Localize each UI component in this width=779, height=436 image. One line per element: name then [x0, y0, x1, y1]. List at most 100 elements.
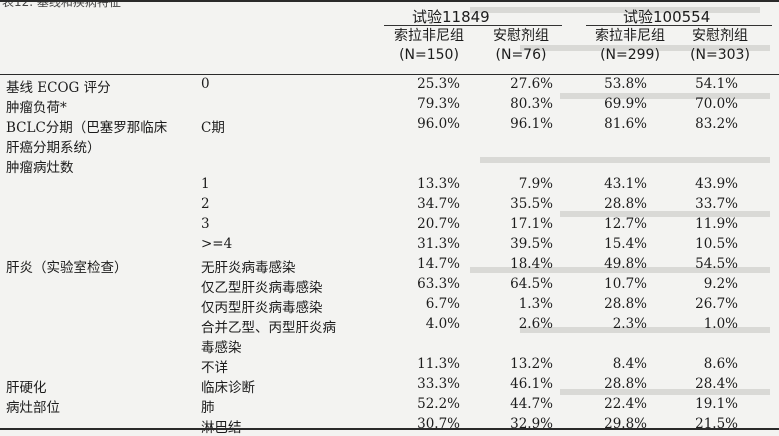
- table-cell: 28.8%: [604, 376, 647, 392]
- row-label: 病灶部位: [6, 400, 60, 416]
- row-label: 基线 ECOG 评分: [6, 80, 111, 96]
- table-cell: 35.5%: [510, 196, 553, 212]
- table-cell: 2.3%: [612, 316, 647, 332]
- column-header-100554-sorafenib: 索拉非尼组 (N=299): [584, 27, 676, 65]
- row-sublabel: C期: [201, 120, 225, 136]
- row-sublabel: 仅丙型肝炎病毒感染: [201, 300, 323, 316]
- header-rule: [0, 74, 779, 75]
- row-sublabel: 毒感染: [201, 340, 242, 356]
- row-sublabel: 不详: [201, 360, 228, 376]
- column-header-n: (N=150): [399, 47, 459, 63]
- column-header-n: (N=299): [600, 47, 660, 63]
- table-cell: 81.6%: [604, 116, 647, 132]
- table-cell: 10.5%: [695, 236, 738, 252]
- top-rule: [0, 0, 779, 2]
- table-caption: 表12. 基线和疾病特征: [2, 0, 121, 9]
- row-sublabel: 肺: [201, 400, 215, 416]
- table-cell: 15.4%: [604, 236, 647, 252]
- trial-11849-title: 试验11849: [412, 8, 490, 26]
- table-cell: 11.9%: [695, 216, 738, 232]
- trial-100554-underline: [586, 25, 772, 26]
- table-cell: 46.1%: [510, 376, 553, 392]
- table-cell: 7.9%: [518, 176, 553, 192]
- column-header-arm: 索拉非尼组: [595, 28, 665, 44]
- table-cell: 28.8%: [604, 196, 647, 212]
- table-cell: 64.5%: [510, 276, 553, 292]
- table-cell: 9.2%: [703, 276, 738, 292]
- row-label: 肝癌分期系统）: [6, 140, 101, 156]
- table-cell: 1.3%: [518, 296, 553, 312]
- table-cell: 31.3%: [417, 236, 460, 252]
- row-sublabel: 3: [201, 216, 210, 232]
- table-cell: 52.2%: [417, 396, 460, 412]
- row-label: 肝硬化: [6, 380, 47, 396]
- row-sublabel: 0: [201, 76, 210, 92]
- row-sublabel: 1: [201, 176, 210, 192]
- row-sublabel: 2: [201, 196, 210, 212]
- table-cell: 12.7%: [604, 216, 647, 232]
- row-sublabel: >=4: [201, 236, 233, 252]
- row-label: 肿瘤病灶数: [6, 160, 74, 176]
- table-cell: 49.8%: [604, 256, 647, 272]
- table-cell: 26.7%: [695, 296, 738, 312]
- table-cell: 33.3%: [417, 376, 460, 392]
- table-cell: 83.2%: [695, 116, 738, 132]
- table-cell: 79.3%: [417, 96, 460, 112]
- trial-11849-underline: [384, 25, 562, 26]
- table-cell: 54.1%: [695, 76, 738, 92]
- row-label: BCLC分期（巴塞罗那临床: [6, 120, 168, 136]
- table-cell: 13.3%: [417, 176, 460, 192]
- table-cell: 28.4%: [695, 376, 738, 392]
- table-cell: 80.3%: [510, 96, 553, 112]
- table-cell: 34.7%: [417, 196, 460, 212]
- table-cell: 4.0%: [425, 316, 460, 332]
- table-cell: 69.9%: [604, 96, 647, 112]
- table-cell: 43.1%: [604, 176, 647, 192]
- table-cell: 14.7%: [417, 256, 460, 272]
- row-label: 肝炎（实验室检查）: [6, 260, 128, 276]
- row-sublabel: 无肝炎病毒感染: [201, 260, 296, 276]
- table-cell: 20.7%: [417, 216, 460, 232]
- table-cell: 63.3%: [417, 276, 460, 292]
- column-header-arm: 安慰剂组: [692, 28, 748, 44]
- column-header-n: (N=303): [690, 47, 750, 63]
- table-cell: 8.6%: [703, 356, 738, 372]
- row-label: 肿瘤负荷*: [6, 100, 67, 116]
- row-sublabel: 合并乙型、丙型肝炎病: [201, 320, 336, 336]
- column-header-arm: 索拉非尼组: [394, 28, 464, 44]
- column-header-100554-placebo: 安慰剂组 (N=303): [674, 27, 766, 65]
- table-cell: 6.7%: [425, 296, 460, 312]
- column-header-11849-sorafenib: 索拉非尼组 (N=150): [383, 27, 475, 65]
- table-cell: 19.1%: [695, 396, 738, 412]
- table-cell: 13.2%: [510, 356, 553, 372]
- column-header-11849-placebo: 安慰剂组 (N=76): [475, 27, 567, 65]
- table-cell: 53.8%: [604, 76, 647, 92]
- table-cell: 17.1%: [510, 216, 553, 232]
- table-cell: 96.1%: [510, 116, 553, 132]
- table-cell: 2.6%: [518, 316, 553, 332]
- table-cell: 43.9%: [695, 176, 738, 192]
- row-sublabel: 临床诊断: [201, 380, 255, 396]
- bottom-rule: [0, 428, 779, 430]
- table-cell: 18.4%: [510, 256, 553, 272]
- table-cell: 96.0%: [417, 116, 460, 132]
- table-cell: 70.0%: [695, 96, 738, 112]
- table-cell: 28.8%: [604, 296, 647, 312]
- table-cell: 39.5%: [510, 236, 553, 252]
- table-cell: 22.4%: [604, 396, 647, 412]
- table-cell: 54.5%: [695, 256, 738, 272]
- table-cell: 10.7%: [604, 276, 647, 292]
- row-sublabel: 仅乙型肝炎病毒感染: [201, 280, 323, 296]
- trial-100554-title: 试验100554: [623, 8, 711, 26]
- table-cell: 8.4%: [612, 356, 647, 372]
- table-cell: 44.7%: [510, 396, 553, 412]
- row-sublabel: 淋巴结: [201, 420, 242, 436]
- table-cell: 27.6%: [510, 76, 553, 92]
- column-header-arm: 安慰剂组: [493, 28, 549, 44]
- table-cell: 1.0%: [703, 316, 738, 332]
- table-cell: 25.3%: [417, 76, 460, 92]
- table-cell: 11.3%: [417, 356, 460, 372]
- column-header-n: (N=76): [495, 47, 547, 63]
- table-cell: 33.7%: [695, 196, 738, 212]
